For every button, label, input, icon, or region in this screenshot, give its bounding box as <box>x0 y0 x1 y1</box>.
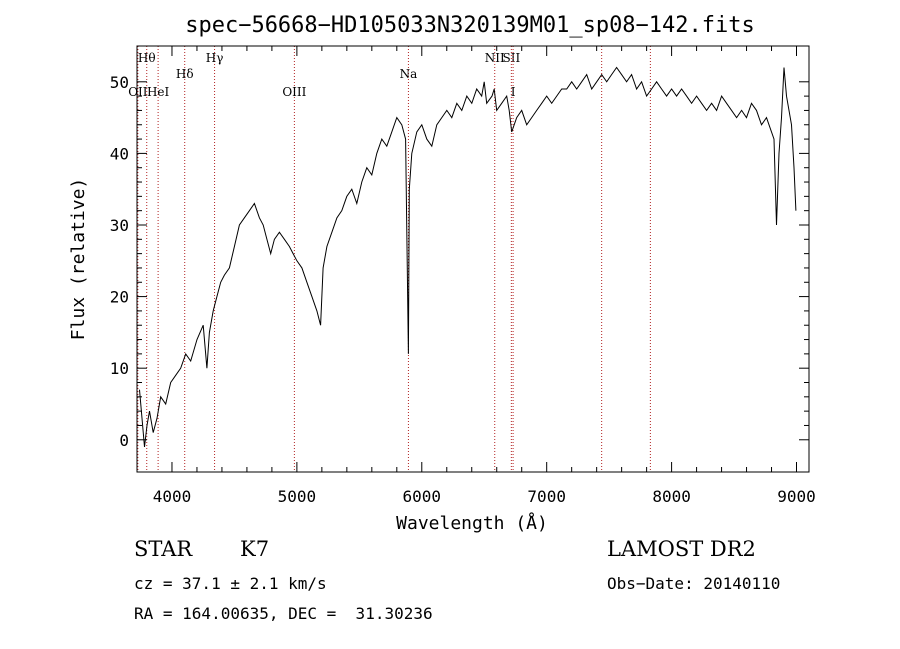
spectral-line-label: Hγ <box>206 51 224 65</box>
y-tick-label: 30 <box>110 216 129 235</box>
spectral-line-label: OII <box>128 85 148 99</box>
spectrum-series-line <box>139 66 797 447</box>
survey-name: LAMOST DR2 <box>607 537 756 561</box>
x-tick-label: 5000 <box>278 487 317 506</box>
object-subclass: K7 <box>240 537 270 561</box>
y-tick-label: 10 <box>110 359 129 378</box>
y-tick-label: 50 <box>110 73 129 92</box>
plot-frame <box>136 45 810 473</box>
spectral-line-label: HeI <box>147 85 170 99</box>
x-axis-label: Wavelength (Å) <box>396 512 548 534</box>
chart-title: spec−56668−HD105033N320139M01_sp08−142.f… <box>185 13 755 38</box>
x-tick-label: 9000 <box>777 487 816 506</box>
x-tick-label: 6000 <box>403 487 442 506</box>
coordinates: RA = 164.00635, DEC = 31.30236 <box>134 604 433 623</box>
spectral-line-label: SII <box>502 51 520 65</box>
y-axis-label: Flux (relative) <box>68 178 89 341</box>
x-tick-label: 7000 <box>527 487 566 506</box>
spectral-line-label: Na <box>400 67 418 81</box>
spectral-line-label: I <box>511 85 516 99</box>
observation-date: Obs−Date: 20140110 <box>607 574 781 593</box>
object-class: STAR <box>134 537 193 561</box>
redshift-velocity: cz = 37.1 ± 2.1 km/s <box>134 574 327 593</box>
x-tick-label: 8000 <box>652 487 691 506</box>
spectral-line-label: Hδ <box>176 67 194 81</box>
spectral-line-label: Hθ <box>138 51 156 65</box>
x-tick-label: 4000 <box>153 487 192 506</box>
y-tick-label: 20 <box>110 288 129 307</box>
y-tick-label: 40 <box>110 144 129 163</box>
y-tick-label: 0 <box>119 431 129 450</box>
axis-ticks: 4000 5000 6000 7000 8000 9000 0 10 20 30 40 50 <box>110 46 816 506</box>
spectral-line-label: OIII <box>282 85 306 99</box>
spectral-line-label: NII <box>485 51 505 65</box>
